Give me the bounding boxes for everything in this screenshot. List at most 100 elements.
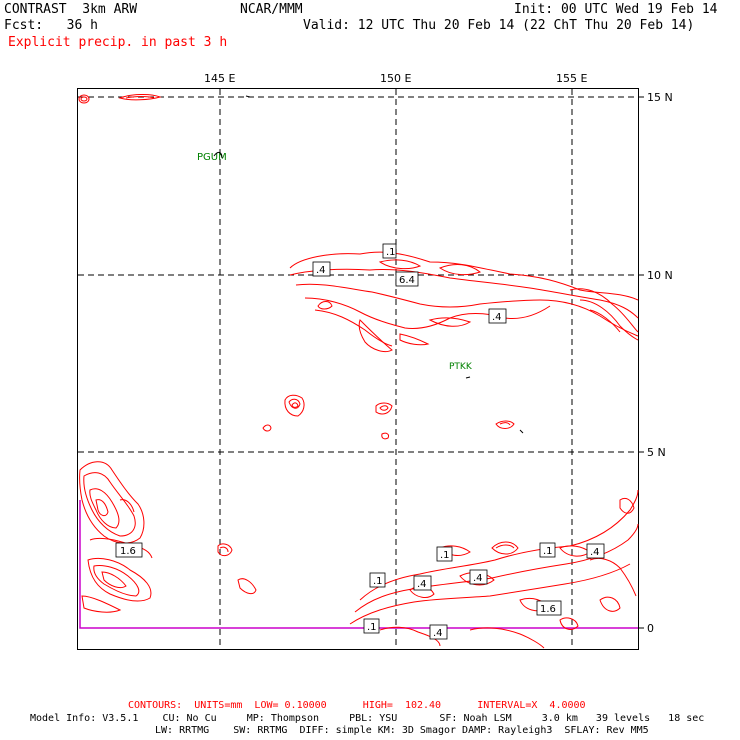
contour-label: .4 [413, 575, 432, 591]
contour-label: .1 [369, 572, 386, 588]
contour-cell [375, 402, 393, 415]
contour-band [569, 288, 639, 333]
contour-band-south [495, 544, 515, 549]
map-frame [77, 88, 639, 650]
stations: PGUM PTKK [197, 152, 473, 372]
model-info-line2: LW: RRTMG SW: RRTMG DIFF: simple KM: 3D … [155, 725, 649, 736]
contour-cell [288, 398, 301, 409]
contour-cell [219, 546, 229, 553]
lat-label-0: 0 [647, 622, 654, 635]
contours-info: CONTOURS: UNITS=mm LOW= 0.10000 HIGH= 10… [128, 700, 586, 711]
contour-cell [381, 432, 389, 440]
lat-label-5n: 5 N [647, 446, 666, 459]
contour-band-south [491, 541, 519, 555]
contour-label: 6.4 [395, 271, 419, 287]
svg-text:.1: .1 [543, 546, 553, 557]
precip-contours [78, 94, 639, 649]
contour-cell [217, 543, 233, 557]
contour-band [314, 309, 393, 347]
contour-band-south [359, 489, 639, 601]
contour-island [93, 565, 140, 597]
contour-label: .4 [488, 308, 507, 324]
contour-island [87, 557, 152, 602]
contour-cell [291, 402, 299, 408]
right-ticks [638, 96, 644, 629]
contour-island [101, 571, 127, 589]
contour-label: .1 [539, 542, 556, 558]
forecast-hour: Fcst: 36 h [4, 18, 98, 33]
contour-label: 1.6 [115, 542, 143, 558]
svg-text:.4: .4 [433, 628, 443, 639]
contour-label: .1 [436, 546, 453, 562]
contour-band-south [559, 545, 591, 557]
contour-blob [78, 94, 90, 104]
contour-band [399, 333, 430, 346]
contour-band [295, 283, 639, 337]
contour-cell [237, 578, 257, 595]
contour-band [428, 317, 472, 327]
contour-band-south [559, 617, 579, 630]
contour-band [579, 299, 639, 341]
contour-island [119, 499, 135, 513]
contour-band [438, 264, 482, 276]
contour-band-south [619, 497, 635, 514]
svg-text:.1: .1 [386, 247, 396, 258]
svg-text:1.6: 1.6 [120, 546, 136, 557]
coastline-specks [213, 95, 524, 434]
contour-band-south [469, 627, 545, 649]
svg-text:.1: .1 [367, 622, 377, 633]
contour-label: .4 [469, 569, 488, 585]
contour-band-south [589, 557, 637, 597]
contour-labels: .1 .4 6.4 .4 1.6 .1 .1 .4 [115, 243, 605, 640]
contour-island [79, 461, 145, 544]
station-pgum: PGUM [197, 152, 227, 163]
contour-band-south [354, 523, 639, 613]
contour-label: .1 [363, 618, 380, 634]
contour-band [589, 309, 621, 333]
contour-island [95, 499, 109, 517]
lon-label-155: 155 E [556, 72, 587, 85]
model-title: CONTRAST 3km ARW [4, 2, 138, 17]
valid-time: Valid: 12 UTC Thu 20 Feb 14 (22 ChT Thu … [303, 18, 695, 33]
contour-cell [499, 422, 511, 426]
svg-text:1.6: 1.6 [540, 604, 556, 615]
contour-blob [125, 96, 155, 99]
svg-text:.1: .1 [440, 550, 450, 561]
contour-cell [379, 405, 389, 411]
contour-label: .1 [382, 243, 397, 259]
lon-label-150: 150 E [380, 72, 411, 85]
svg-text:.4: .4 [417, 579, 427, 590]
init-time: Init: 00 UTC Wed 19 Feb 14 [514, 2, 718, 17]
svg-text:.4: .4 [492, 312, 502, 323]
lat-lon-grid [78, 89, 638, 649]
contour-island [81, 595, 122, 613]
field-title: Explicit precip. in past 3 h [8, 35, 228, 50]
contour-label: 1.6 [536, 600, 562, 616]
contour-band [358, 319, 393, 353]
contour-band [304, 297, 551, 329]
contour-band-south [599, 596, 621, 612]
lat-label-15n: 15 N [647, 91, 673, 104]
contour-blob [80, 96, 88, 102]
contour-band [317, 301, 333, 310]
svg-text:6.4: 6.4 [399, 275, 415, 286]
contour-band [378, 259, 422, 270]
contour-cell [262, 424, 272, 432]
lon-label-145: 145 E [204, 72, 235, 85]
contour-band-south [379, 626, 441, 647]
model-info-line1: Model Info: V3.5.1 CU: No Cu MP: Thompso… [30, 713, 705, 724]
contour-island [89, 488, 120, 529]
contour-band-south [349, 563, 631, 625]
domain-boundary [79, 500, 638, 629]
svg-text:.4: .4 [473, 573, 483, 584]
contour-island [83, 472, 136, 537]
organization-label: NCAR/MMM [240, 2, 303, 17]
contour-cell [284, 394, 305, 417]
svg-text:.4: .4 [316, 265, 326, 276]
svg-text:.4: .4 [590, 547, 600, 558]
contour-cell [495, 420, 515, 429]
contour-label: .4 [586, 543, 605, 559]
station-ptkk: PTKK [449, 362, 473, 372]
contour-band [289, 268, 639, 319]
